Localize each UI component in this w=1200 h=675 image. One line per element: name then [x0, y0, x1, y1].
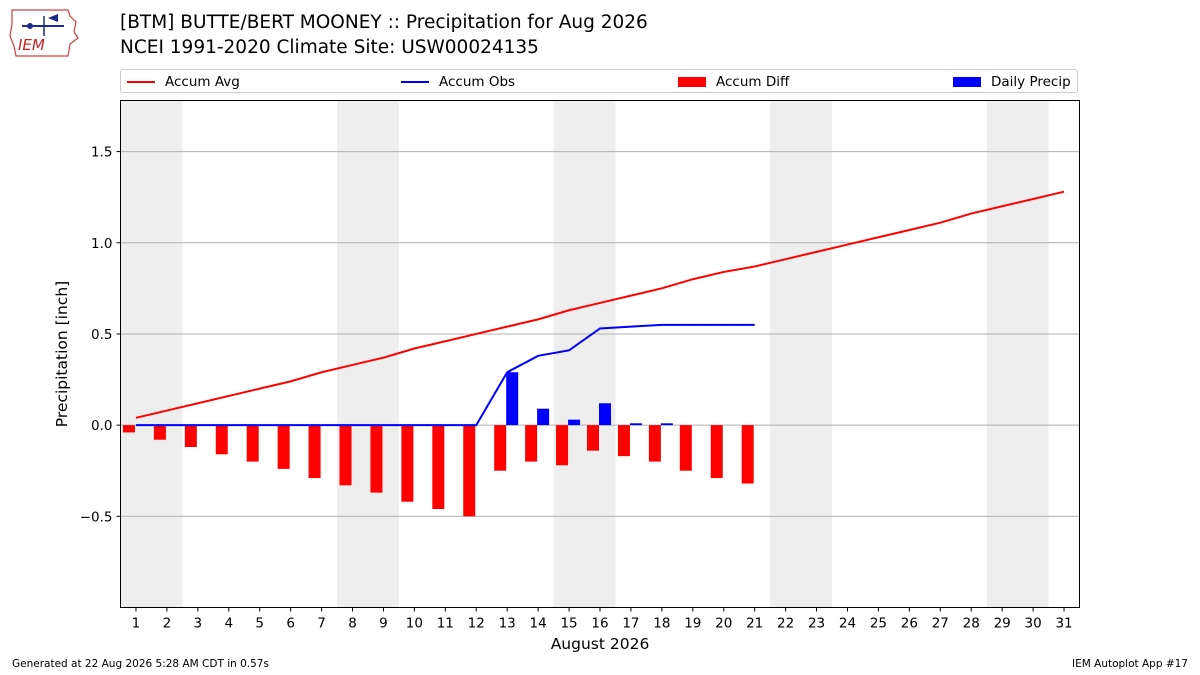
- accum-diff-bar: [122, 425, 135, 433]
- legend-item-accum-obs: Accum Obs: [401, 73, 515, 91]
- accum-diff-bar: [556, 425, 569, 466]
- accum-diff-bar: [184, 425, 197, 448]
- accum-diff-bar: [679, 425, 692, 471]
- weekend-shading: [120, 100, 1049, 608]
- legend-line-swatch: [127, 81, 155, 83]
- bars: [122, 372, 754, 517]
- legend-bar-swatch: [953, 77, 981, 87]
- legend-item-accum-diff: Accum Diff: [678, 73, 789, 91]
- accum-avg-line: [135, 190, 1065, 419]
- accum-diff-bar: [401, 425, 414, 502]
- weekend-band: [986, 100, 1049, 608]
- weekend-band: [553, 100, 616, 608]
- x-tick-label: 8: [348, 616, 357, 632]
- y-tick-label: 0.0: [91, 418, 112, 434]
- x-axis-label: August 2026: [551, 635, 650, 653]
- y-tick-label: 1.5: [91, 145, 112, 161]
- legend-bar-swatch: [678, 77, 706, 87]
- y-tick-label: −0.5: [80, 509, 113, 525]
- accum-diff-bar: [246, 425, 259, 462]
- x-tick-label: 5: [255, 616, 264, 632]
- logo-text: IEM: [18, 36, 45, 54]
- iowa-outline-icon: [9, 9, 79, 57]
- daily-precip-bar: [599, 403, 611, 426]
- x-tick-label: 18: [653, 616, 670, 632]
- accum-diff-bar: [525, 425, 538, 462]
- accum-diff-bar: [648, 425, 661, 462]
- weekend-band: [770, 100, 833, 608]
- y-tick-label: 0.5: [91, 327, 112, 343]
- x-tick-label: 25: [870, 616, 887, 632]
- x-tick-label: 24: [839, 616, 856, 632]
- x-tick-label: 30: [1025, 616, 1042, 632]
- accum-diff-bar: [741, 425, 754, 484]
- accum-diff-bar: [308, 425, 321, 479]
- x-tick-label: 20: [715, 616, 732, 632]
- legend-item-daily-precip: Daily Precip: [953, 73, 1071, 91]
- accum-diff-bar: [587, 425, 599, 451]
- accum-diff-bar: [617, 425, 630, 457]
- accum-diff-bar: [710, 425, 723, 479]
- x-tick-label: 3: [194, 616, 203, 632]
- x-tick-label: 19: [684, 616, 701, 632]
- weekend-band: [120, 100, 183, 608]
- x-tick-label: 15: [560, 616, 577, 632]
- weekend-band: [337, 100, 399, 608]
- accum-diff-bar: [339, 425, 352, 486]
- x-tick-label: 27: [932, 616, 949, 632]
- legend-line-swatch: [401, 81, 429, 83]
- legend-label: Accum Obs: [439, 74, 516, 90]
- daily-precip-bar: [660, 423, 673, 426]
- daily-precip-bar: [629, 423, 642, 426]
- x-tick-label: 2: [163, 616, 172, 632]
- accum-diff-bar: [494, 425, 507, 471]
- lines: [135, 190, 1065, 427]
- accum-diff-bar: [153, 425, 166, 440]
- x-tick-label: 13: [499, 616, 516, 632]
- x-tick-label: 9: [379, 616, 388, 632]
- x-tick-label: 17: [622, 616, 639, 632]
- daily-precip-bar: [537, 408, 550, 426]
- legend-label: Daily Precip: [991, 74, 1071, 90]
- accum-diff-bar: [432, 425, 445, 510]
- accum-diff-bar: [370, 425, 383, 493]
- chart-title: [BTM] BUTTE/BERT MOONEY :: Precipitation…: [120, 12, 648, 33]
- x-tick-label: 1: [132, 616, 141, 632]
- x-tick-label: 12: [468, 616, 485, 632]
- accum-diff-bar: [215, 425, 228, 455]
- accum-diff-bar: [463, 425, 476, 517]
- legend-item-accum-avg: Accum Avg: [127, 73, 240, 91]
- y-axis-label: Precipitation [inch]: [53, 281, 71, 427]
- accum-diff-bar: [277, 425, 290, 469]
- axes: −0.50.00.51.01.51 2 3 4 5 6 7 8 9 10 11 12 13 14 15 16 1…: [80, 145, 1073, 632]
- accum-obs-line: [135, 323, 755, 427]
- generated-footer: Generated at 22 Aug 2026 5:28 AM CDT in …: [12, 658, 269, 670]
- iem-logo: IEM: [9, 9, 79, 57]
- daily-precip-bar: [568, 419, 581, 426]
- x-tick-label: 7: [317, 616, 326, 632]
- y-tick-label: 1.0: [91, 236, 112, 252]
- x-tick-label: 10: [406, 616, 423, 632]
- x-tick-label: 26: [901, 616, 918, 632]
- legend-label: Accum Diff: [716, 74, 790, 90]
- app-footer: IEM Autoplot App #17: [1072, 658, 1188, 670]
- x-tick-label: 23: [808, 616, 825, 632]
- x-tick-label: 6: [286, 616, 295, 632]
- x-tick-label: 29: [994, 616, 1011, 632]
- legend-label: Accum Avg: [165, 74, 240, 90]
- x-tick-label: 14: [530, 616, 547, 632]
- x-tick-label: 4: [224, 616, 233, 632]
- x-tick-label: 11: [437, 616, 454, 632]
- legend: Accum Avg Accum Obs Accum Diff Daily Pre…: [120, 69, 1078, 93]
- x-tick-label: 16: [591, 616, 608, 632]
- x-tick-label: 22: [777, 616, 794, 632]
- x-tick-label: 21: [746, 616, 763, 632]
- daily-precip-bar: [506, 372, 519, 426]
- x-tick-label: 31: [1055, 616, 1072, 632]
- chart-subtitle: NCEI 1991-2020 Climate Site: USW00024135: [120, 37, 539, 58]
- x-tick-label: 28: [963, 616, 980, 632]
